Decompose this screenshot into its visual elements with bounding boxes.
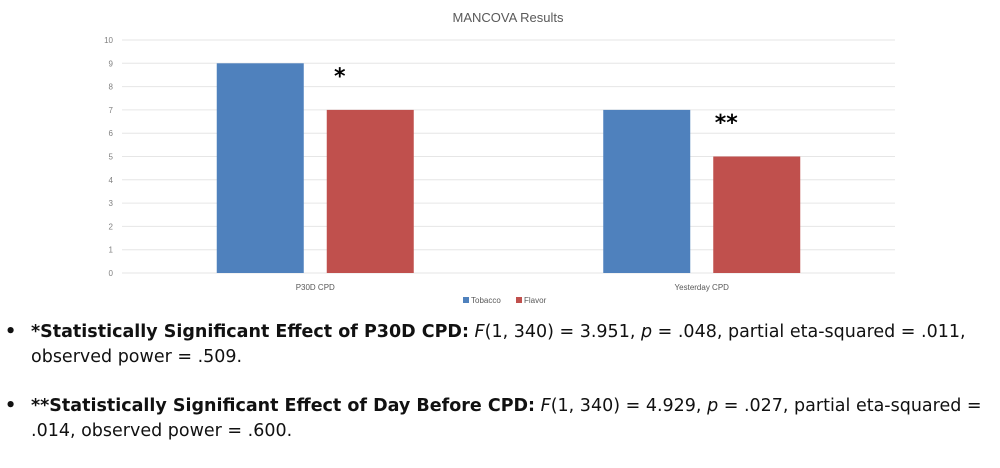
note-heading: **Statistically Significant Effect of Da… — [31, 396, 536, 416]
y-tick-label: 0 — [109, 269, 114, 278]
y-tick-label: 3 — [109, 199, 114, 208]
y-tick-label: 1 — [109, 246, 114, 255]
bar-flavor — [713, 156, 801, 273]
f-value: (1, 340) = 3.951, — [484, 322, 641, 342]
note-p30d: • *Statistically Significant Effect of P… — [0, 320, 1000, 370]
legend-swatch-tobacco — [463, 297, 469, 303]
p-label: p — [640, 322, 653, 342]
y-tick-label: 8 — [109, 83, 114, 92]
bar-flavor — [326, 109, 414, 274]
legend-label-flavor: Flavor — [524, 296, 547, 305]
chart-title: MANCOVA Results — [452, 10, 564, 25]
significance-mark: * — [334, 64, 346, 89]
y-tick-label: 6 — [109, 129, 114, 138]
p-label: p — [707, 396, 719, 416]
legend-label-tobacco: Tobacco — [471, 296, 501, 305]
bar-chart: MANCOVA Results 0 1 2 3 4 5 6 7 8 9 10 P30D CPD Yes… — [104, 10, 895, 305]
category-label: P30D CPD — [296, 283, 335, 292]
y-tick-label: 2 — [109, 222, 114, 231]
y-tick-label: 4 — [109, 176, 114, 185]
note-rest: = .048, partial eta-squared = .011, obse… — [31, 322, 966, 367]
f-label: F — [474, 322, 485, 342]
f-value: (1, 340) = 4.929, — [550, 396, 708, 416]
bar-tobacco — [216, 63, 304, 273]
bullet: • — [5, 322, 17, 342]
bars — [216, 63, 801, 274]
results-notes: • *Statistically Significant Effect of P… — [0, 320, 1000, 468]
note-rest: = .027, partial eta-squared = .014, obse… — [31, 396, 982, 441]
significance-mark: ** — [715, 111, 739, 136]
legend: Tobacco Flavor — [463, 296, 547, 305]
note-heading: *Statistically Significant Effect of P30… — [31, 322, 469, 342]
y-axis-ticks: 0 1 2 3 4 5 6 7 8 9 10 — [104, 36, 113, 278]
significance-annotations: *** — [334, 64, 738, 136]
f-label: F — [540, 396, 551, 416]
category-label: Yesterday CPD — [675, 283, 730, 292]
y-tick-label: 5 — [109, 153, 114, 162]
bullet: • — [5, 396, 17, 416]
x-axis-categories: P30D CPD Yesterday CPD — [296, 283, 729, 292]
y-tick-label: 7 — [109, 106, 114, 115]
y-tick-label: 9 — [109, 59, 114, 68]
y-tick-label: 10 — [104, 36, 113, 45]
legend-swatch-flavor — [516, 297, 522, 303]
note-day-before: • **Statistically Significant Effect of … — [0, 394, 1000, 444]
bar-tobacco — [603, 109, 691, 274]
